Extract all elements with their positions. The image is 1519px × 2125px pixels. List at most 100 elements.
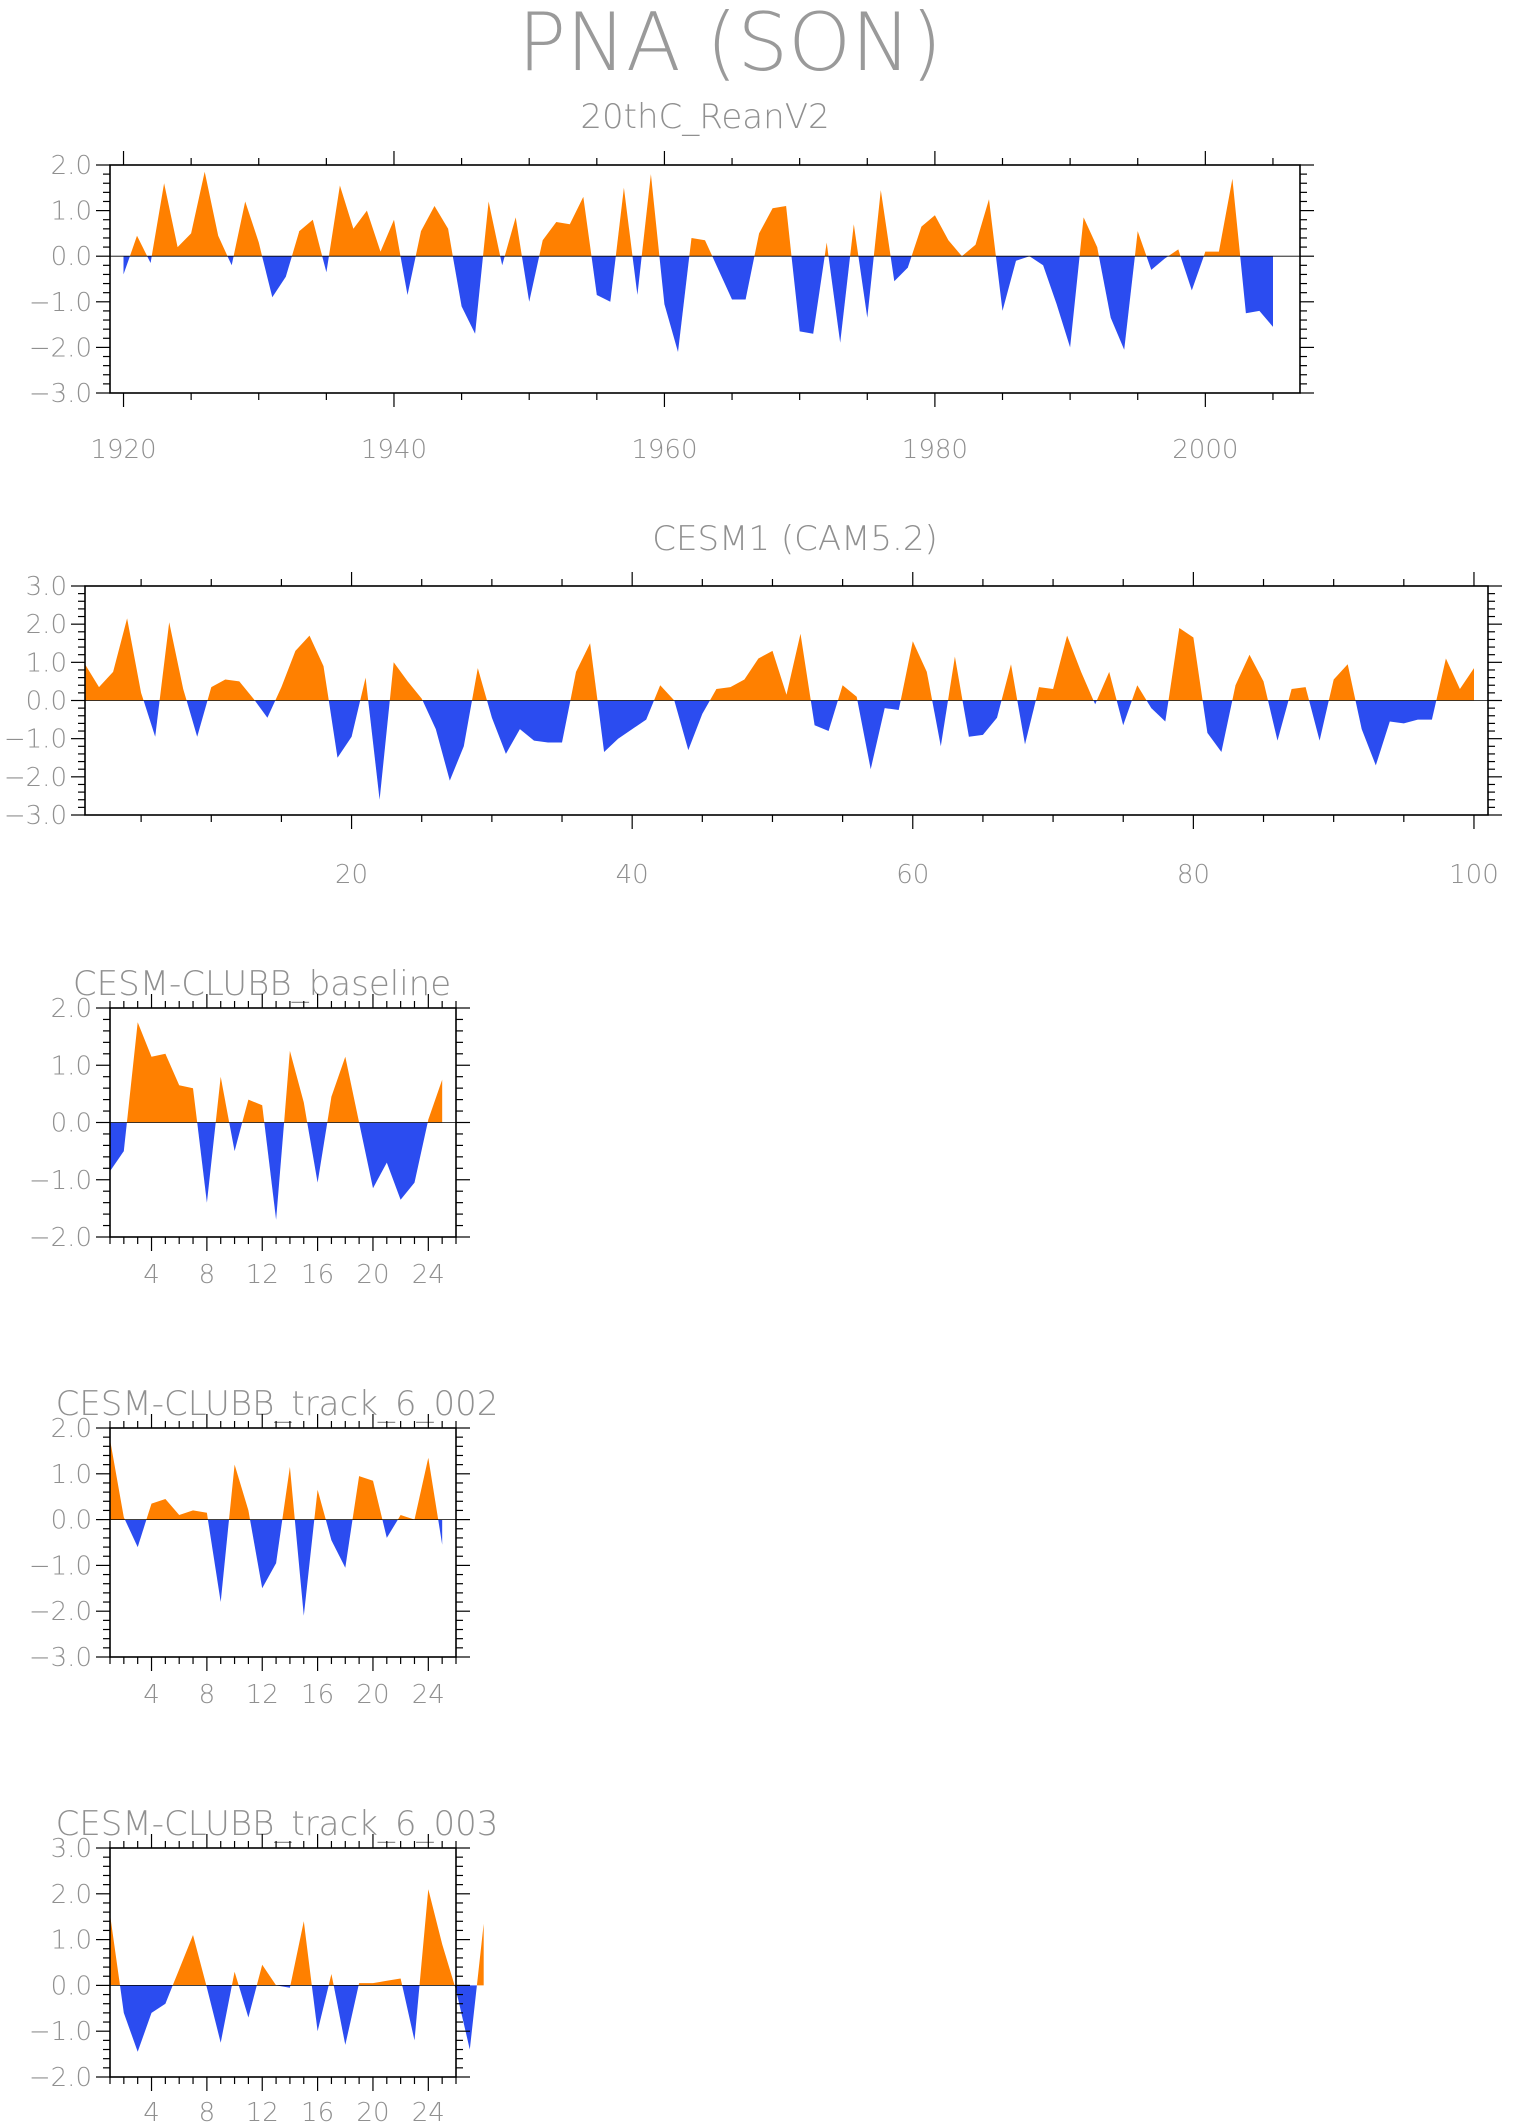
positive-area [1001,664,1018,701]
negative-area [438,1519,443,1545]
negative-area [120,1985,173,2052]
negative-area [325,1519,353,1568]
negative-area [1029,256,1080,348]
negative-area [294,1519,315,1616]
x-tick-label: 20 [356,2098,389,2125]
panel-title: 20thC_ReanV2 [580,97,829,137]
negative-area [712,256,755,300]
y-tick-label: 1.0 [51,197,92,227]
negative-area [311,1985,329,2032]
negative-area [1240,256,1273,327]
y-tick-label: 2.0 [26,610,67,640]
positive-area [110,1439,125,1520]
negative-area [1116,700,1132,726]
negative-area [1309,700,1329,741]
chart-panel-2: CESM1 (CAM5.2) 3.0 2.0 1.0 0.0 −1.0 −2.0 −3.0 20… [4,519,1502,890]
y-tick-label: −2.0 [29,1223,92,1253]
positive-area [85,618,144,701]
panels-group: 20thC_ReanV2 2.0 1.0 0.0 −1.0 −2.0 −3.0 1920 194… [4,97,1502,2125]
positive-area [911,215,962,257]
x-tick-label: 12 [246,1260,279,1290]
negative-area [207,1519,229,1602]
y-tick-label: −1.0 [29,2017,92,2047]
positive-area [539,196,592,257]
negative-area [400,256,416,295]
positive-area [242,1099,265,1123]
x-tick-label: 16 [301,2098,334,2125]
y-tick-label: 0.0 [51,1971,92,2001]
negative-area [1355,700,1437,766]
y-tick-label: −3.0 [29,379,92,409]
positive-area [1134,231,1147,257]
x-tick-label: 60 [896,860,929,890]
y-tick-label: 0.0 [51,1109,92,1139]
positive-area [256,1964,277,1986]
positive-area [754,206,792,257]
negative-area [382,1519,398,1538]
negative-area [452,256,483,334]
negative-area [1180,256,1204,291]
negative-area [229,1122,243,1152]
negative-area [262,256,292,298]
positive-area [824,242,829,257]
x-tick-label: 4 [143,2098,160,2125]
x-tick-label: 12 [246,1680,279,1710]
y-tick-label: −1.0 [4,725,67,755]
positive-area [282,1466,295,1520]
y-tick-label: −2.0 [4,763,67,793]
positive-area [615,187,633,257]
negative-area [206,1985,232,2043]
panel-title: CESM-CLUBB_track_6_002 [56,1384,499,1424]
y-tick-label: 1.0 [51,1926,92,1956]
x-tick-label: 8 [199,1680,216,1710]
negative-area [186,700,208,737]
negative-area [143,700,160,737]
negative-area [659,256,690,352]
negative-area [890,256,912,282]
positive-area [328,1974,334,1986]
y-tick-label: −1.0 [29,1551,92,1581]
positive-area [389,662,423,701]
positive-area [1035,635,1094,701]
positive-area [172,1935,207,1986]
negative-area [422,700,472,781]
negative-area [591,256,616,302]
negative-area [254,700,276,718]
negative-area [1146,256,1169,270]
negative-area [858,256,874,318]
x-tick-label: 80 [1177,860,1210,890]
positive-area [483,201,501,257]
negative-area [1098,256,1135,350]
y-tick-label: 1.0 [51,1460,92,1490]
x-tick-label: 16 [301,1680,334,1710]
positive-area [110,1914,120,1986]
y-tick-label: −2.0 [29,1597,92,1627]
y-tick-label: 2.0 [51,151,92,181]
negative-area [487,700,571,754]
y-tick-label: 2.0 [51,1414,92,1444]
x-tick-label: 16 [301,1260,334,1290]
positive-area [476,1923,484,1986]
positive-area [1168,249,1181,257]
negative-area [368,700,390,800]
negative-area [810,700,838,731]
negative-area [322,256,329,273]
negative-area [932,700,948,747]
y-tick-label: 3.0 [51,1834,92,1864]
positive-area [151,171,228,257]
negative-area [238,1985,257,2018]
positive-area [1096,671,1117,701]
x-tick-label: 1940 [361,435,427,465]
main-title: PNA (SON) [518,0,942,89]
x-tick-label: 2000 [1172,435,1238,465]
positive-area [1131,685,1147,701]
positive-area [1168,628,1203,701]
x-tick-label: 24 [412,1260,445,1290]
y-tick-label: −2.0 [29,333,92,363]
positive-area [504,217,522,257]
negative-area [197,1122,216,1203]
positive-area [419,1889,455,1986]
negative-area [276,1985,291,1988]
negative-area [307,1122,328,1183]
